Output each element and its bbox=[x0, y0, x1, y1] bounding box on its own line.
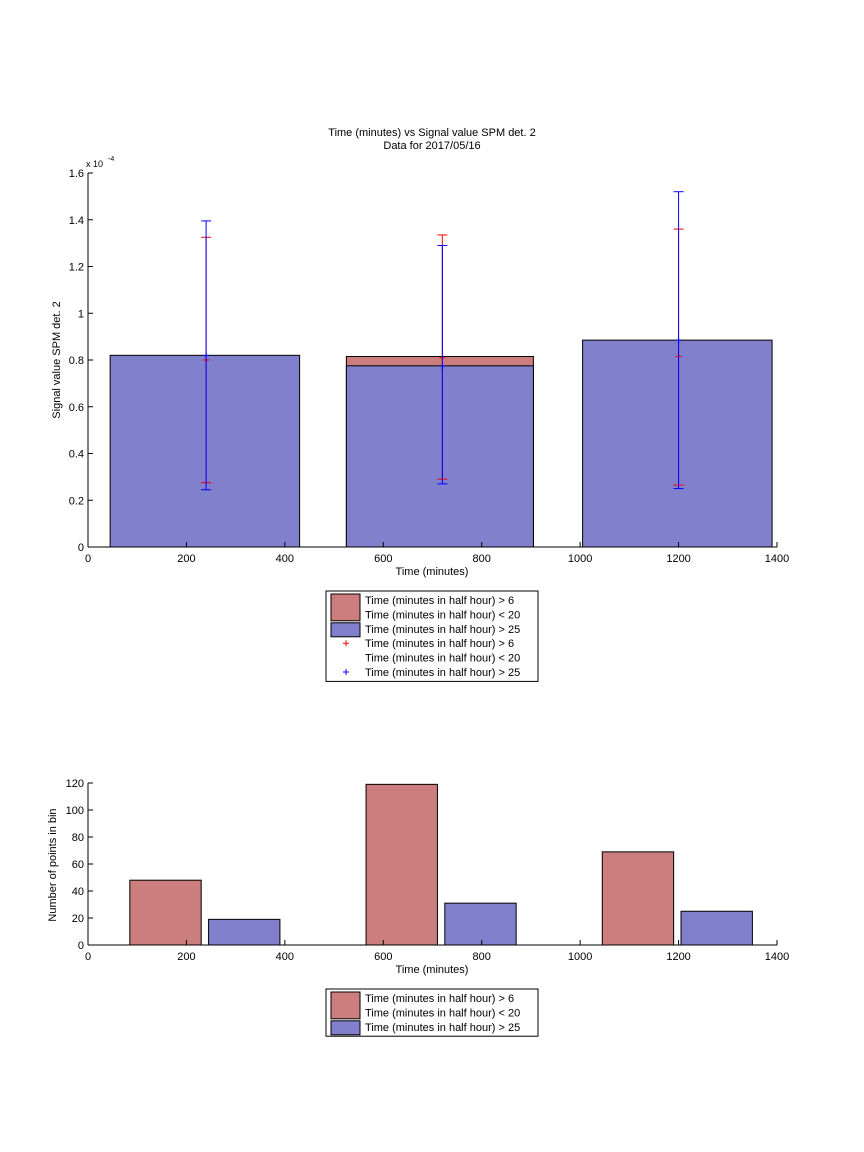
bottom-legend-swatch-blue bbox=[330, 1020, 361, 1036]
top-x-tick-label: 0 bbox=[85, 553, 91, 565]
mean-marker-blue bbox=[675, 337, 682, 344]
count-bar-blue bbox=[208, 918, 281, 946]
bottom-legend-box bbox=[325, 988, 539, 1037]
bottom-legend-label: Time (minutes in half hour) > 25 bbox=[365, 1022, 520, 1034]
count-bar-blue bbox=[680, 910, 753, 946]
top-legend-label: Time (minutes in half hour) < 20 bbox=[365, 609, 520, 621]
top-legend-marker-blue bbox=[343, 669, 349, 675]
top-legend: Time (minutes in half hour) > 6 Time (min… bbox=[325, 590, 539, 682]
y-axis-label-bottom: Number of points in bin bbox=[47, 808, 59, 921]
bottom-x-tick-label: 0 bbox=[85, 951, 91, 963]
bottom-legend-label: Time (minutes in half hour) < 20 bbox=[365, 1007, 520, 1019]
bar-blue bbox=[582, 339, 773, 548]
top-legend-label: Time (minutes in half hour) > 25 bbox=[365, 667, 520, 679]
top-x-tick-label: 200 bbox=[177, 553, 195, 565]
top-y-tick-label: 1 bbox=[78, 308, 84, 320]
bottom-x-tick-label: 1400 bbox=[765, 951, 789, 963]
count-bar-red bbox=[365, 783, 438, 946]
mean-marker-blue bbox=[439, 362, 446, 369]
bottom-y-tick-label: 20 bbox=[72, 913, 84, 925]
bottom-x-tick-label: 800 bbox=[473, 951, 491, 963]
top-x-tick-label: 400 bbox=[276, 553, 294, 565]
top-y-tick-label: 0.2 bbox=[69, 495, 84, 507]
top-y-tick-label: 0.6 bbox=[69, 402, 84, 414]
bar-blue bbox=[345, 365, 534, 548]
top-legend-label: Time (minutes in half hour) > 6 bbox=[365, 638, 514, 650]
top-legend-marker-red bbox=[343, 640, 349, 647]
bottom-x-tick-label: 200 bbox=[177, 951, 195, 963]
top-x-tick-label: 1000 bbox=[568, 553, 592, 565]
bottom-y-tick-label: 60 bbox=[72, 859, 84, 871]
top-y-tick-label: 1.4 bbox=[69, 215, 84, 227]
top-x-tick-label: 1400 bbox=[765, 553, 789, 565]
count-bar-red bbox=[601, 851, 675, 946]
top-y-tick-label: 0.4 bbox=[69, 449, 84, 461]
bottom-x-tick-label: 400 bbox=[276, 951, 294, 963]
x-axis-label-top: Time (minutes) bbox=[396, 566, 469, 578]
bottom-y-tick-label: 80 bbox=[72, 832, 84, 844]
bottom-x-tick-label: 1000 bbox=[568, 951, 592, 963]
bottom-x-tick-label: 1200 bbox=[666, 951, 690, 963]
bottom-y-tick-label: 0 bbox=[78, 940, 84, 952]
bottom-legend: Time (minutes in half hour) > 6 Time (min… bbox=[325, 988, 539, 1037]
top-legend-label: Time (minutes in half hour) < 20 bbox=[365, 653, 520, 665]
y-axis-label-top: Signal value SPM det. 2 bbox=[51, 301, 63, 418]
bottom-x-tick-label: 600 bbox=[374, 951, 392, 963]
x-axis-label-bottom: Time (minutes) bbox=[396, 964, 469, 976]
top-legend-label: Time (minutes in half hour) > 25 bbox=[365, 624, 520, 636]
top-y-tick-label: 1.2 bbox=[69, 262, 84, 274]
y-exponent-power: -4 bbox=[108, 156, 114, 163]
mean-marker-blue bbox=[203, 352, 210, 359]
chart-subtitle: Data for 2017/05/16 bbox=[383, 140, 480, 152]
bottom-y-tick-label: 40 bbox=[72, 886, 84, 898]
top-legend-swatch-blue bbox=[330, 622, 361, 638]
chart-title: Time (minutes) vs Signal value SPM det. … bbox=[328, 127, 535, 139]
top-legend-swatch-red bbox=[330, 593, 361, 622]
bottom-legend-swatch-red bbox=[330, 991, 361, 1020]
bottom-y-tick-label: 100 bbox=[66, 805, 84, 817]
bar-blue bbox=[109, 354, 301, 548]
bottom-legend-label: Time (minutes in half hour) > 6 bbox=[365, 993, 514, 1005]
top-y-tick-label: 1.6 bbox=[69, 168, 84, 180]
top-y-tick-label: 0.8 bbox=[69, 355, 84, 367]
bottom-y-tick-label: 120 bbox=[66, 778, 84, 790]
count-bar-red bbox=[129, 879, 202, 946]
top-y-tick-label: 0 bbox=[78, 542, 84, 554]
top-legend-box bbox=[325, 590, 539, 682]
top-x-tick-label: 800 bbox=[473, 553, 491, 565]
y-exponent-label: x 10 bbox=[86, 159, 103, 169]
top-legend-label: Time (minutes in half hour) > 6 bbox=[365, 595, 514, 607]
count-bar-blue bbox=[444, 902, 517, 946]
top-x-tick-label: 1200 bbox=[666, 553, 690, 565]
top-x-tick-label: 600 bbox=[374, 553, 392, 565]
